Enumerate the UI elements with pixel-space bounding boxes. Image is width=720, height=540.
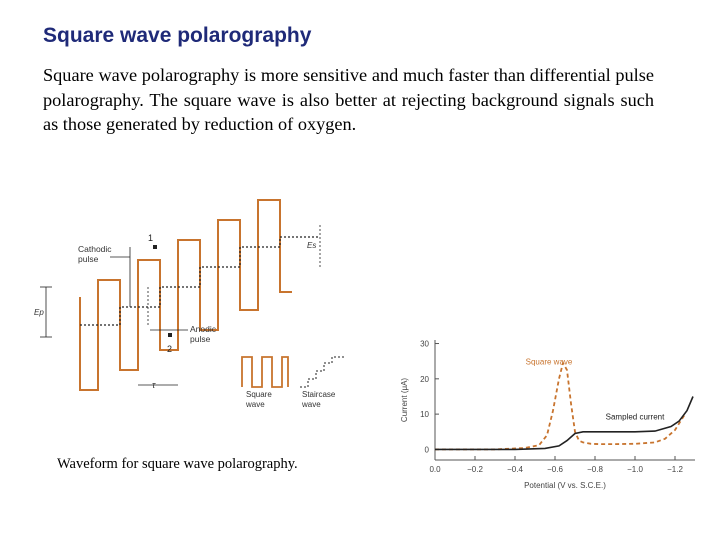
sampled-current-curve <box>435 396 694 451</box>
label-es: Es <box>307 241 316 250</box>
x-axis-label: Potential (V vs. S.C.E.) <box>524 481 606 490</box>
x-tick-label: −0.2 <box>467 465 483 474</box>
sampled-current-annotation: Sampled current <box>606 412 665 421</box>
square-wave-annotation: Square wave <box>526 358 573 367</box>
square-wave-label-2: wave <box>245 400 265 409</box>
body-paragraph: Square wave polarography is more sensiti… <box>43 65 654 134</box>
y-tick-label: 20 <box>420 375 429 384</box>
cathodic-pulse-label-2: pulse <box>78 254 99 264</box>
x-tick-label: 0.0 <box>429 465 441 474</box>
chart-axes: 0.0 −0.2 −0.4 −0.6 −0.8 −1.0 −1.2 0 10 20 30 <box>420 340 695 474</box>
staircase-wave-label-1: Staircase <box>302 390 336 399</box>
x-tick-label: −1.2 <box>667 465 683 474</box>
slide-title: Square wave polarography <box>43 24 312 47</box>
staircase-inset <box>300 356 346 388</box>
label-2: 2 <box>167 344 172 354</box>
anodic-pulse-label-1: Anodic <box>190 324 217 334</box>
x-tick-label: −0.6 <box>547 465 563 474</box>
y-tick-label: 0 <box>425 445 430 454</box>
y-axis-label: Current (μA) <box>400 378 409 423</box>
chart-series <box>435 360 694 451</box>
label-tau: τ <box>152 380 156 390</box>
cathodic-pulse-label-1: Cathodic <box>78 244 112 254</box>
anodic-pulse-label-2: pulse <box>190 334 211 344</box>
label-1: 1 <box>148 233 153 243</box>
marker-1 <box>153 245 157 249</box>
y-tick-label: 10 <box>420 410 429 419</box>
square-wave-label-1: Square <box>246 390 272 399</box>
square-wave-inset <box>241 356 289 388</box>
figure-caption: Waveform for square wave polarography. <box>57 456 298 472</box>
square-wave-curve <box>435 360 686 451</box>
chart-labels: Square wave Sampled current Potential (V v… <box>400 358 665 490</box>
square-staircase-waveform <box>79 199 292 391</box>
label-ep: Ep <box>34 308 44 317</box>
polarogram-chart: 0.0 −0.2 −0.4 −0.6 −0.8 −1.0 −1.2 0 10 20 30 Squar… <box>400 340 695 490</box>
y-tick-label: 30 <box>420 340 429 349</box>
marker-2 <box>168 333 172 337</box>
x-tick-label: −0.4 <box>507 465 523 474</box>
staircase-wave-label-2: wave <box>301 400 321 409</box>
waveform-diagram: 1 2 Cathodic pulse Anodic pulse Es Ep τ … <box>34 199 346 409</box>
staircase-dotted <box>80 236 320 326</box>
x-tick-label: −0.8 <box>587 465 603 474</box>
x-tick-label: −1.0 <box>627 465 643 474</box>
